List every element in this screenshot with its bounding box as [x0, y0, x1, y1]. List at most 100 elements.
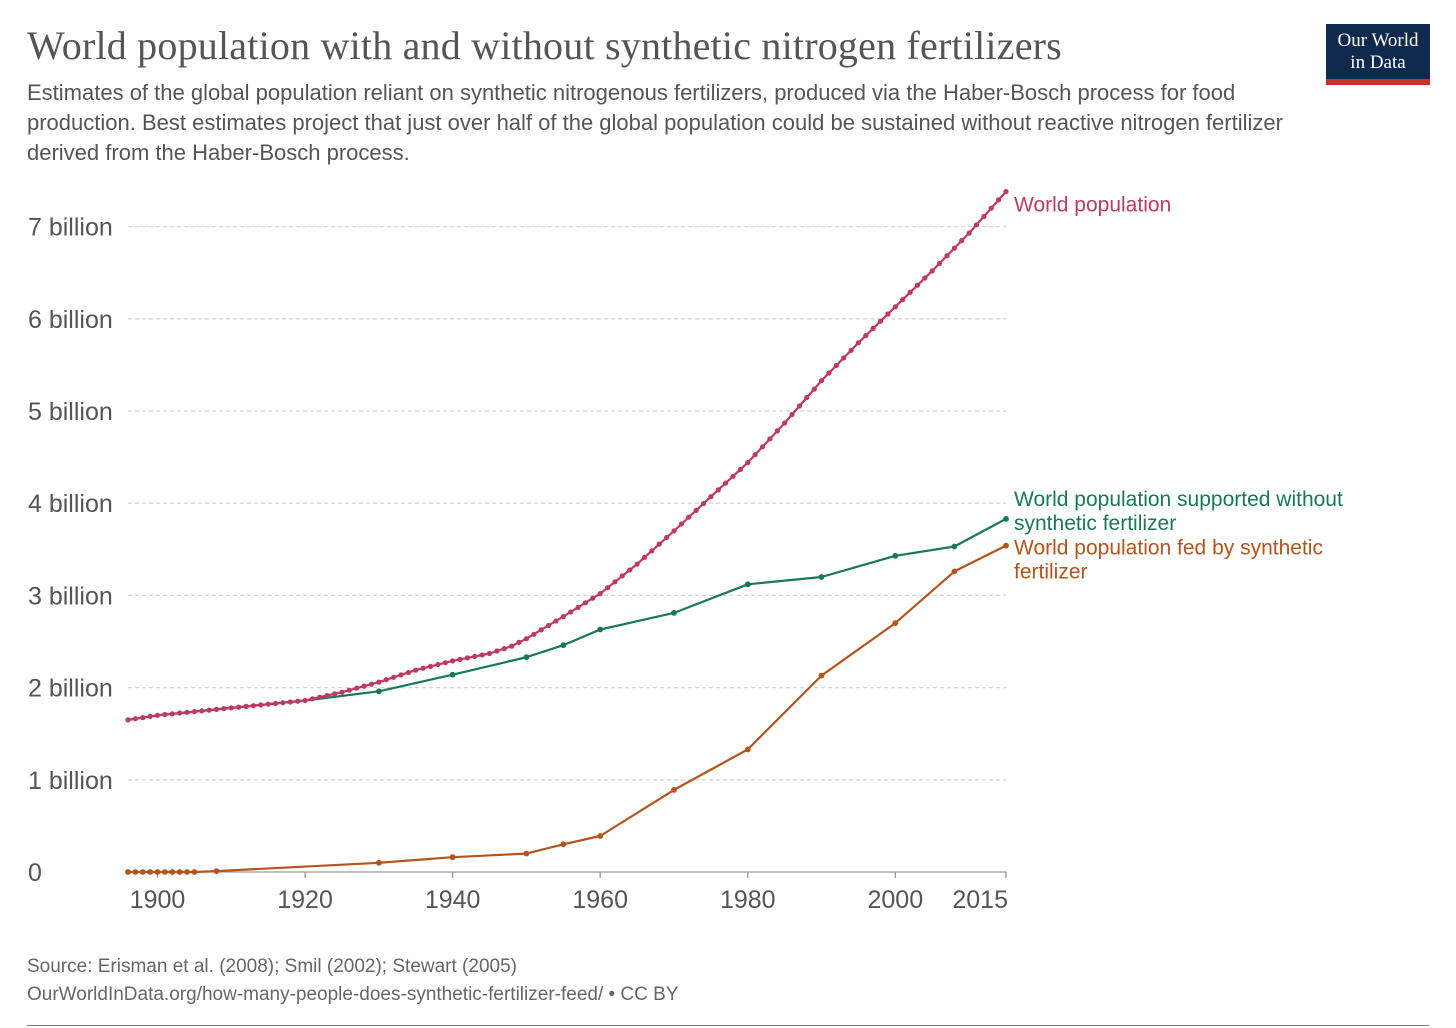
data-point: [833, 362, 839, 369]
data-point: [479, 652, 485, 658]
data-point: [841, 355, 847, 361]
data-point: [191, 869, 198, 875]
logo-line-1: Our World: [1337, 30, 1419, 51]
data-point: [139, 869, 146, 875]
data-point: [169, 711, 175, 717]
chart-subtitle: Estimates of the global population relia…: [27, 80, 1283, 165]
data-point: [723, 480, 729, 486]
data-point: [560, 642, 567, 649]
data-point: [627, 567, 633, 573]
data-point: [405, 669, 411, 676]
data-point: [767, 436, 773, 442]
data-point: [184, 869, 190, 875]
data-point: [796, 403, 803, 409]
data-point: [339, 689, 345, 695]
data-point: [420, 665, 426, 671]
data-point: [789, 411, 795, 418]
data-point: [368, 681, 375, 687]
data-point: [427, 663, 434, 670]
data-point: [582, 600, 589, 606]
data-point: [744, 746, 751, 753]
data-point: [132, 716, 138, 722]
series-label: fertilizer: [1014, 561, 1088, 584]
data-point: [641, 554, 648, 561]
owid-logo[interactable]: Our World in Data: [1326, 24, 1430, 85]
data-point: [892, 620, 899, 626]
data-point: [973, 222, 980, 228]
data-point: [560, 841, 567, 848]
data-point: [981, 213, 987, 220]
data-point: [700, 501, 707, 507]
data-point: [804, 394, 810, 401]
data-point: [553, 618, 559, 624]
data-point: [560, 614, 566, 620]
data-point: [922, 275, 928, 281]
data-point: [848, 347, 854, 353]
data-point: [147, 713, 153, 720]
data-point: [885, 311, 891, 317]
data-point: [575, 604, 581, 611]
line-chart: 0 1 billion 2 billion 3 billion 4 billion 5 b…: [28, 189, 1343, 914]
data-point: [250, 703, 256, 709]
data-point: [708, 494, 714, 500]
data-point: [309, 696, 316, 702]
series-label: synthetic fertilizer: [1014, 512, 1176, 535]
data-point: [914, 282, 921, 288]
data-point: [457, 656, 463, 663]
y-tick-label: 6 billion: [28, 306, 113, 334]
series-group: [125, 189, 1009, 875]
data-point: [656, 541, 662, 547]
data-point: [693, 507, 699, 513]
data-point: [509, 643, 515, 649]
data-point: [140, 715, 146, 721]
data-point: [258, 702, 264, 708]
data-point: [612, 579, 618, 585]
logo-line-2: in Data: [1350, 52, 1406, 73]
data-point: [929, 268, 935, 274]
source-url[interactable]: OurWorldInData.org/how-many-people-does-…: [27, 984, 679, 1005]
data-point: [302, 697, 308, 704]
data-point: [154, 712, 161, 718]
y-tick-label: 1 billion: [28, 767, 113, 795]
data-point: [855, 340, 862, 346]
data-point: [597, 833, 604, 839]
data-point: [951, 568, 958, 575]
data-point: [494, 648, 500, 654]
data-point: [169, 869, 176, 875]
series-label: World population supported without: [1014, 488, 1343, 511]
series-0: [125, 189, 1009, 723]
data-point: [228, 705, 234, 711]
data-point: [154, 869, 161, 875]
data-point: [523, 654, 530, 661]
data-point: [354, 685, 360, 691]
data-point: [671, 528, 677, 534]
data-point: [236, 704, 242, 710]
data-point: [951, 245, 958, 251]
data-point: [671, 787, 677, 793]
x-tick-label: 1920: [277, 886, 333, 914]
data-point: [361, 683, 367, 689]
data-point: [686, 514, 692, 520]
data-point: [671, 610, 677, 616]
data-point: [162, 869, 168, 875]
gridlines: [128, 225, 1006, 781]
data-point: [162, 711, 168, 718]
x-tick-label: 1940: [425, 886, 481, 914]
data-point: [213, 868, 220, 874]
x-tick-label: 1960: [572, 886, 628, 914]
series-line: [127, 517, 1007, 721]
data-point: [590, 595, 596, 601]
data-point: [818, 672, 825, 679]
footer-divider: [27, 1025, 1429, 1026]
data-point: [759, 444, 766, 450]
data-point: [568, 609, 574, 615]
x-tick-label: 1900: [130, 886, 186, 914]
data-point: [523, 636, 530, 642]
data-point: [892, 552, 899, 559]
data-point: [649, 548, 655, 554]
data-point: [287, 699, 293, 705]
data-point: [213, 706, 220, 713]
y-axis: 0 1 billion 2 billion 3 billion 4 billion 5 b…: [28, 214, 113, 887]
data-point: [944, 253, 950, 259]
y-tick-label: 5 billion: [28, 398, 113, 426]
